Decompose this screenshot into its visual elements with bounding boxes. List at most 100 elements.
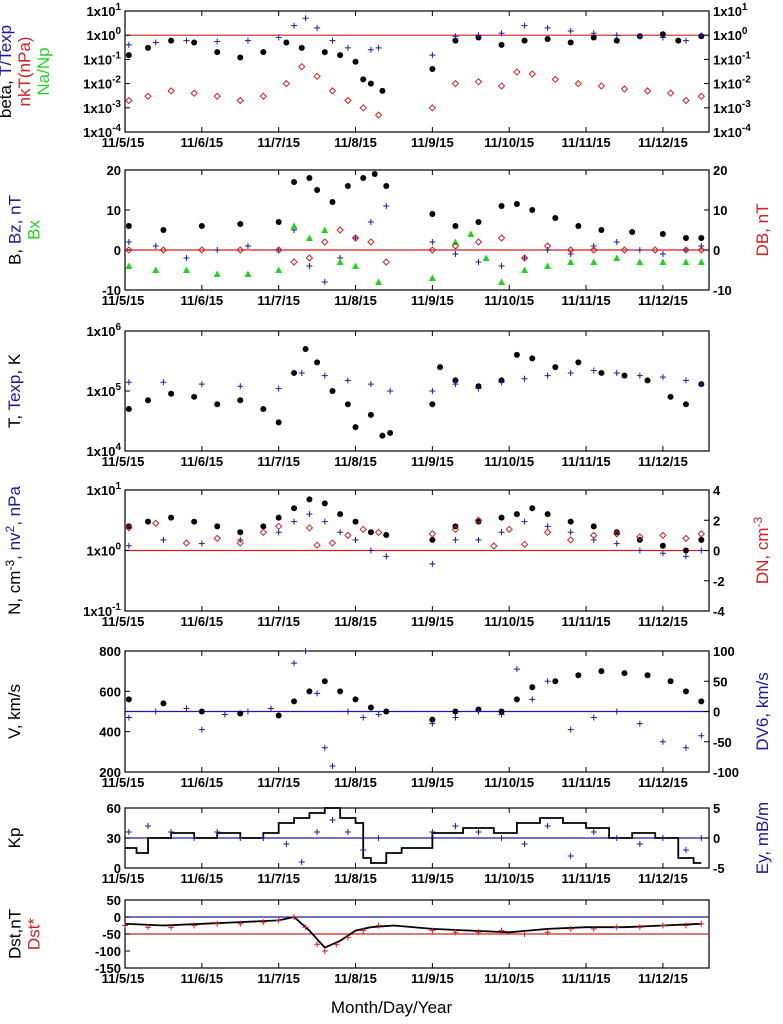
y-axis-label: B, Bz, nTBx bbox=[6, 195, 44, 265]
series-plus bbox=[125, 203, 705, 285]
data-point bbox=[682, 534, 690, 543]
data-point bbox=[682, 401, 689, 408]
data-point bbox=[313, 72, 321, 81]
x-tick-label: 11/7/15 bbox=[257, 454, 300, 469]
x-tick-label: 11/9/15 bbox=[411, 775, 454, 790]
data-point bbox=[237, 54, 244, 61]
data-point bbox=[125, 696, 132, 703]
x-tick-label: 11/6/15 bbox=[181, 775, 224, 790]
data-point bbox=[682, 922, 689, 929]
data-point bbox=[306, 688, 313, 695]
data-point bbox=[328, 539, 337, 547]
x-tick-label: 11/12/15 bbox=[638, 293, 688, 308]
data-point bbox=[168, 37, 175, 44]
data-point bbox=[352, 696, 359, 703]
data-point bbox=[682, 96, 690, 105]
y-axis-label: beta, T/TexpnkT(nPa)Na/Np bbox=[0, 25, 53, 118]
data-point bbox=[198, 246, 206, 254]
data-point bbox=[666, 89, 675, 97]
data-point bbox=[237, 835, 244, 841]
data-point bbox=[567, 251, 574, 257]
data-point bbox=[182, 539, 191, 547]
data-point bbox=[429, 560, 436, 567]
data-point bbox=[125, 829, 132, 835]
data-point bbox=[221, 711, 228, 718]
data-point bbox=[567, 369, 574, 376]
data-point bbox=[291, 179, 298, 185]
data-point bbox=[620, 85, 629, 93]
data-point bbox=[374, 111, 383, 119]
x-tick-label: 11/11/15 bbox=[561, 293, 610, 308]
data-point bbox=[452, 714, 459, 721]
data-point bbox=[659, 922, 666, 929]
data-point bbox=[302, 924, 309, 931]
data-point bbox=[160, 379, 167, 386]
y-right-tick-label: -50 bbox=[713, 735, 732, 750]
data-point bbox=[452, 536, 459, 543]
y-right-tick-label: 1x100 bbox=[713, 26, 748, 43]
x-tick-label: 11/7/15 bbox=[257, 293, 300, 308]
data-point bbox=[567, 39, 574, 46]
data-point bbox=[274, 246, 283, 254]
data-point bbox=[360, 175, 367, 181]
data-point bbox=[329, 37, 336, 44]
y-right-tick-label: 20 bbox=[713, 163, 727, 178]
data-point bbox=[590, 258, 598, 265]
data-point bbox=[452, 929, 459, 936]
data-point bbox=[475, 536, 482, 543]
data-point bbox=[306, 496, 313, 503]
data-point bbox=[214, 523, 221, 530]
y-tick-label: 1x106 bbox=[87, 322, 122, 339]
data-point bbox=[236, 96, 244, 105]
data-point bbox=[125, 96, 133, 105]
data-point bbox=[636, 547, 643, 554]
data-point bbox=[237, 221, 244, 227]
data-point bbox=[451, 238, 459, 245]
data-point bbox=[291, 22, 298, 29]
data-point bbox=[474, 238, 483, 246]
data-point bbox=[237, 920, 244, 927]
data-point bbox=[344, 934, 351, 941]
data-point bbox=[475, 259, 482, 265]
series-diamond bbox=[125, 62, 706, 119]
data-point bbox=[298, 369, 305, 376]
series-step bbox=[125, 807, 702, 864]
data-point bbox=[613, 369, 620, 376]
data-point bbox=[329, 817, 336, 823]
data-point bbox=[621, 670, 628, 677]
y-right-tick-label: 100 bbox=[713, 644, 735, 659]
data-point bbox=[498, 927, 505, 934]
data-point bbox=[428, 104, 437, 112]
data-point bbox=[314, 690, 321, 697]
data-point bbox=[352, 424, 359, 431]
data-point bbox=[590, 925, 597, 932]
series-diamond bbox=[125, 516, 706, 550]
data-point bbox=[566, 246, 575, 254]
data-point bbox=[352, 518, 359, 525]
data-point bbox=[198, 726, 205, 733]
x-tick-label: 11/10/15 bbox=[484, 871, 534, 886]
series-plus bbox=[125, 648, 705, 769]
data-point bbox=[598, 227, 605, 233]
data-point bbox=[244, 243, 251, 249]
data-point bbox=[498, 835, 505, 841]
x-tick-label: 11/6/15 bbox=[181, 871, 224, 886]
data-point bbox=[259, 528, 268, 537]
data-point bbox=[521, 841, 528, 847]
data-point bbox=[336, 226, 344, 234]
data-point bbox=[467, 230, 475, 237]
y-right-axis-label: DV6, km/s bbox=[753, 672, 772, 750]
data-point bbox=[367, 219, 374, 225]
data-point bbox=[475, 929, 482, 936]
y-axis-label: T, Texp, K bbox=[5, 353, 24, 428]
data-point bbox=[359, 104, 367, 112]
data-point bbox=[698, 920, 705, 927]
series-triangle bbox=[125, 222, 705, 285]
y-right-tick-label: 1x10-1 bbox=[713, 50, 751, 67]
data-point bbox=[682, 553, 689, 560]
data-point bbox=[337, 529, 344, 536]
data-point bbox=[214, 49, 221, 56]
data-point bbox=[375, 835, 382, 841]
x-tick-label: 11/5/15 bbox=[102, 775, 145, 790]
